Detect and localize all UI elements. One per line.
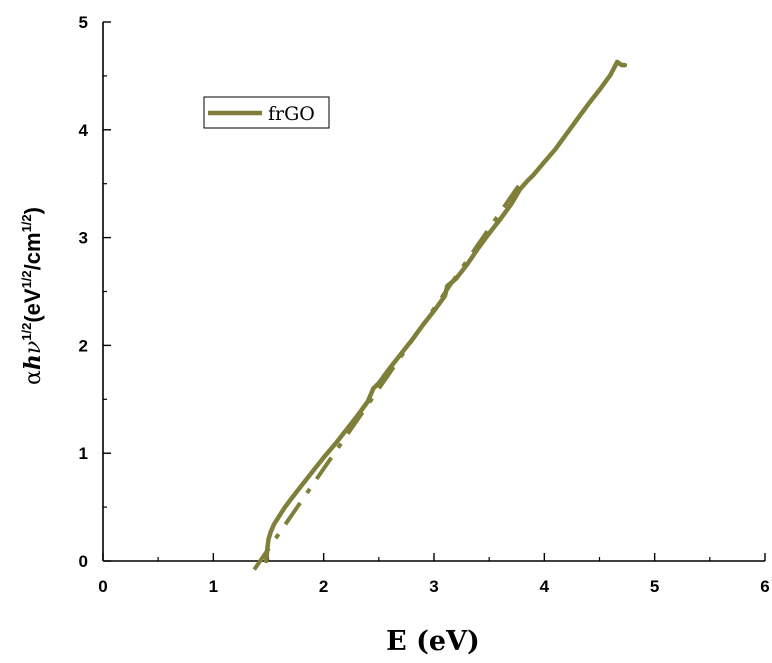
y-title-alpha: α <box>21 370 46 385</box>
y-tick-label: 4 <box>79 121 89 140</box>
legend: frGO <box>203 96 330 129</box>
y-axis-title: αhν1/2(eV1/2/cm1/2) <box>19 207 46 385</box>
y-tick-label: 0 <box>79 552 88 571</box>
x-tick-label: 3 <box>429 577 438 596</box>
y-title-close: ) <box>20 207 45 214</box>
x-tick-label: 4 <box>540 577 550 596</box>
x-tick-label: 2 <box>319 577 328 596</box>
y-title-exp1: 1/2 <box>19 323 34 341</box>
x-tick-label: 5 <box>650 577 659 596</box>
y-ticks <box>103 21 111 562</box>
y-title-open: (eV <box>20 288 45 323</box>
x-tick-label: 6 <box>760 577 769 596</box>
plot-area: 0 1 2 3 4 5 6 0 1 2 3 4 5 <box>79 13 770 596</box>
series-layer <box>252 59 628 571</box>
y-title-exp3: 1/2 <box>19 214 34 232</box>
x-axis-title: E (eV) <box>386 626 480 657</box>
y-tick-labels: 0 1 2 3 4 5 <box>79 13 89 571</box>
y-title-exp2: 1/2 <box>19 270 34 288</box>
y-tick-label: 5 <box>79 13 88 32</box>
y-title-h: h <box>20 354 46 370</box>
y-tick-label: 1 <box>79 444 88 463</box>
y-title-mid: /cm <box>20 232 45 270</box>
x-tick-label: 0 <box>98 577 107 596</box>
y-tick-label: 3 <box>79 229 88 248</box>
x-tick-label: 1 <box>209 577 218 596</box>
legend-label: frGO <box>268 103 315 125</box>
x-ticks <box>102 553 766 561</box>
svg-text:αhν1/2(eV1/2/cm1/2): αhν1/2(eV1/2/cm1/2) <box>19 207 46 385</box>
series-line-frgo <box>264 59 628 564</box>
y-title-nu: ν <box>21 341 46 354</box>
y-tick-label: 2 <box>79 336 88 355</box>
series-line-fit <box>252 176 527 571</box>
x-tick-labels: 0 1 2 3 4 5 6 <box>98 577 769 596</box>
